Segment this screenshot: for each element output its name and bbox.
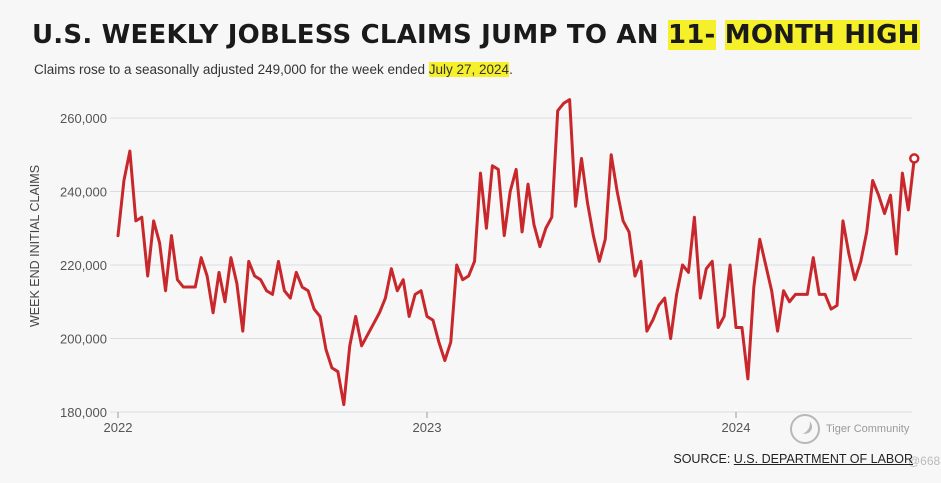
y-tick-label: 240,000 [60, 185, 107, 200]
source-label: SOURCE: [673, 452, 734, 466]
y-tick-label: 200,000 [60, 332, 107, 347]
source-note: SOURCE: U.S. DEPARTMENT OF LABOR [673, 452, 913, 466]
title-part-1: U.S. WEEKLY JOBLESS CLAIMS JUMP TO AN [32, 20, 668, 50]
series-line [116, 98, 916, 407]
watermark-number: @6688 [908, 454, 941, 468]
y-axis-title: WEEK END INITIAL CLAIMS [28, 165, 42, 327]
y-tick-label: 220,000 [60, 258, 107, 273]
subtitle-date-highlight: July 27, 2024 [428, 62, 510, 77]
subtitle-period: . [509, 62, 513, 77]
chart-title: U.S. WEEKLY JOBLESS CLAIMS JUMP TO AN 11… [32, 20, 920, 50]
watermark-text: Tiger Community [826, 422, 910, 435]
x-tick-label: 2024 [722, 420, 751, 435]
last-point-marker[interactable] [909, 153, 920, 164]
watermark: Tiger Community @6688 [790, 414, 941, 468]
y-tick-label: 260,000 [60, 111, 107, 126]
grid-lines [110, 117, 912, 413]
tiger-logo-icon [790, 414, 820, 444]
title-highlight-text: MONTH HIGH [724, 20, 920, 50]
title-highlight-number: 11- [667, 20, 716, 50]
x-axis-ticks: 2022 2023 2024 [104, 412, 751, 435]
y-axis-ticks: 180,000 200,000 220,000 240,000 260,000 [60, 111, 107, 420]
series-layer [116, 98, 920, 407]
subtitle-text: Claims rose to a seasonally adjusted 249… [34, 62, 429, 77]
chart-subtitle: Claims rose to a seasonally adjusted 249… [34, 62, 513, 77]
x-tick-label: 2022 [104, 420, 133, 435]
x-tick-label: 2023 [413, 420, 442, 435]
y-tick-label: 180,000 [60, 405, 107, 420]
source-link[interactable]: U.S. DEPARTMENT OF LABOR [733, 452, 913, 466]
